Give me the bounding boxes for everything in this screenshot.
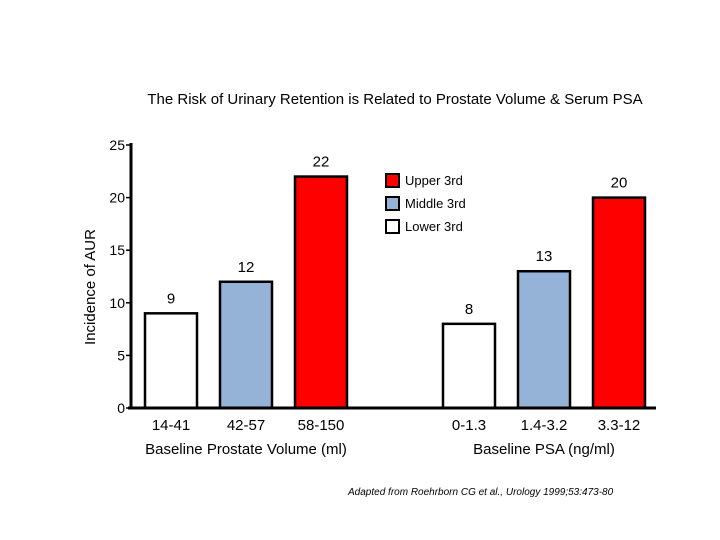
bar-value-label: 22	[313, 154, 330, 171]
bar-0-1.3	[441, 322, 497, 410]
legend-label: Middle 3rd	[405, 196, 466, 211]
legend-label: Lower 3rd	[405, 219, 463, 234]
citation: Adapted from Roehrborn CG et al., Urolog…	[348, 487, 614, 498]
category-label: 0-1.3	[452, 417, 486, 434]
bar-14-41	[143, 312, 199, 410]
y-tick-label: 25	[109, 137, 125, 153]
y-tick-label: 10	[109, 295, 125, 311]
bar-value-label: 8	[465, 301, 473, 318]
y-tick-label: 5	[117, 347, 125, 363]
legend-label: Upper 3rd	[405, 173, 463, 188]
bar-1.4-3.2	[516, 269, 572, 410]
chart-title: The Risk of Urinary Retention is Related…	[147, 91, 643, 108]
labels-layer: 9 14-41 12 42-57 22 58-150 Baseline Prostate V…	[145, 154, 640, 458]
category-label: 58-150	[298, 417, 345, 434]
y-tick-label: 20	[109, 190, 125, 206]
category-label: 3.3-12	[598, 417, 641, 434]
legend-swatch	[385, 196, 400, 211]
bar-value-label: 9	[167, 290, 175, 307]
bar-58-150	[293, 175, 349, 410]
y-tick-label: 15	[109, 242, 125, 258]
legend-swatch	[385, 173, 400, 188]
bar-42-57	[218, 280, 274, 410]
bar-value-label: 13	[536, 248, 553, 265]
bar-value-label: 12	[238, 259, 255, 276]
y-ticks: 0 5 10 15 20 25	[109, 137, 131, 416]
bar-value-label: 20	[611, 175, 628, 192]
bars-layer	[143, 175, 647, 410]
group-axis-label: Baseline PSA (ng/ml)	[473, 441, 615, 458]
legend-swatch	[385, 219, 400, 234]
y-tick-label: 0	[117, 400, 125, 416]
group-axis-label: Baseline Prostate Volume (ml)	[145, 441, 347, 458]
category-label: 1.4-3.2	[521, 417, 568, 434]
axes-layer	[128, 143, 656, 410]
bar-3.3-12	[591, 196, 647, 410]
legend: Upper 3rd Middle 3rd Lower 3rd	[385, 173, 466, 234]
y-axis-title: Incidence of AUR	[82, 229, 99, 345]
category-label: 42-57	[227, 417, 265, 434]
category-label: 14-41	[152, 417, 190, 434]
